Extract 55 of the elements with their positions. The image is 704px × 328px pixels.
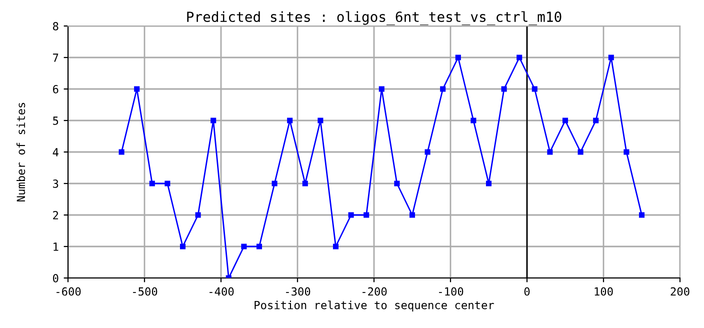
point [256, 244, 262, 250]
point [638, 212, 645, 218]
y-tick-label: 4 [52, 148, 58, 156]
x-tick-label: -100 [439, 287, 464, 296]
point [272, 180, 278, 186]
point [364, 212, 370, 218]
point [532, 86, 538, 92]
point [180, 244, 186, 250]
point [593, 118, 599, 124]
x-axis-title: Position relative to sequence center [254, 300, 494, 312]
point [562, 118, 568, 124]
y-tick-label: 3 [53, 180, 58, 188]
point [501, 86, 507, 92]
point [318, 118, 324, 124]
x-tick-label: -200 [362, 287, 387, 296]
y-tick-label: 6 [53, 85, 58, 94]
x-tick-label: 200 [670, 287, 690, 296]
point [608, 54, 614, 60]
point [424, 149, 430, 155]
point [210, 118, 216, 124]
x-tick-label: 100 [594, 287, 613, 296]
point [486, 180, 492, 186]
point [332, 244, 339, 250]
point [455, 54, 461, 60]
point [134, 86, 140, 92]
y-tick-label: 1 [54, 242, 58, 251]
point [547, 149, 553, 155]
y-tick-label: 5 [53, 116, 58, 125]
point [241, 244, 247, 250]
point [164, 180, 170, 186]
chart-title: Predicted sites : oligos_6nt_test_vs_ctrl_m10 [187, 11, 562, 26]
point [409, 212, 416, 218]
point [302, 180, 308, 186]
x-tick-label: 0 [524, 287, 530, 296]
point [149, 180, 155, 186]
point [118, 149, 124, 155]
point [287, 118, 293, 124]
point [378, 86, 384, 92]
point [624, 149, 630, 155]
x-tick-label: -600 [56, 287, 81, 296]
y-tick-label: 2 [53, 211, 58, 220]
point [470, 118, 476, 124]
x-tick-label: -500 [133, 287, 158, 296]
y-tick-label: 7 [53, 54, 58, 62]
x-tick-label: -400 [210, 287, 234, 296]
y-tick-label: 0 [53, 274, 58, 282]
y-tick-label: 8 [52, 22, 58, 30]
point [516, 54, 522, 60]
point [578, 149, 584, 155]
point [394, 180, 400, 186]
point [195, 212, 201, 218]
y-axis-title: Number of sites [16, 102, 26, 202]
x-tick-label: -300 [286, 287, 310, 296]
point [440, 86, 446, 92]
point [348, 212, 354, 218]
